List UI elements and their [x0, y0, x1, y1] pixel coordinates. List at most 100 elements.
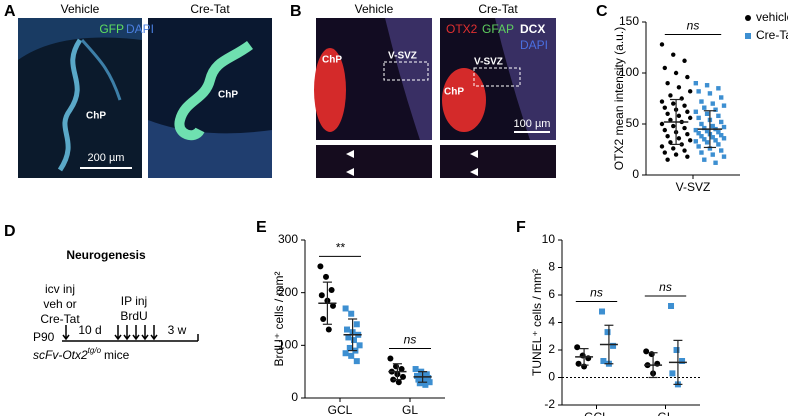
data-point — [662, 65, 667, 71]
data-point — [719, 148, 724, 153]
data-point — [685, 109, 690, 114]
data-point — [414, 372, 420, 379]
micrograph — [18, 18, 272, 178]
data-point — [610, 342, 617, 349]
step-label: veh or — [43, 297, 76, 311]
data-point — [330, 302, 336, 309]
data-point — [668, 93, 673, 98]
data-point — [676, 113, 682, 119]
data-point — [415, 376, 422, 383]
data-point — [426, 379, 433, 386]
significance-label: ns — [659, 280, 672, 294]
panel-letter: E — [256, 219, 267, 236]
data-point — [716, 142, 721, 147]
data-point — [699, 150, 704, 155]
data-point — [325, 326, 332, 333]
data-point — [395, 379, 402, 386]
data-point — [713, 138, 718, 143]
x-tick-label: GCL — [584, 410, 609, 416]
data-point — [716, 129, 721, 135]
data-point — [687, 115, 693, 121]
data-point — [671, 123, 676, 129]
panel-letter: B — [290, 3, 302, 20]
mouse-line: scFv-Otx2tg/o mice — [33, 346, 130, 362]
data-point — [353, 321, 360, 328]
data-point — [659, 42, 665, 47]
data-point — [719, 95, 724, 100]
timeline-label: 10 d — [78, 323, 101, 337]
image-label: ChP — [86, 111, 106, 122]
step-label: Cre-Tat — [40, 312, 80, 326]
data-point — [421, 378, 427, 385]
data-point — [682, 125, 687, 131]
image-title: Cre-Tat — [190, 2, 230, 16]
data-point — [320, 316, 327, 322]
data-point — [707, 146, 713, 151]
data-point — [346, 344, 353, 351]
x-tick-label: GL — [402, 403, 418, 416]
data-point — [702, 157, 707, 162]
image-label: ChP — [444, 87, 464, 98]
data-point — [412, 366, 419, 373]
data-point — [423, 371, 430, 378]
data-point — [323, 273, 329, 280]
data-point — [318, 292, 325, 299]
panel-letter: F — [516, 219, 526, 236]
data-point — [659, 144, 665, 149]
data-point — [719, 133, 724, 138]
data-point — [713, 107, 718, 112]
data-point — [699, 134, 704, 139]
data-point — [673, 152, 679, 157]
data-point — [425, 374, 432, 381]
y-tick-label: 100 — [619, 65, 639, 79]
data-point — [710, 152, 715, 157]
data-point — [693, 81, 699, 86]
significance-label: ns — [590, 286, 603, 300]
data-point — [317, 263, 324, 270]
data-point — [696, 130, 701, 136]
data-point — [696, 144, 701, 149]
data-point — [648, 351, 655, 358]
data-point — [713, 160, 718, 165]
data-point — [353, 358, 360, 365]
data-point — [671, 146, 676, 151]
legend-marker — [745, 15, 751, 21]
mouse-word: mice — [104, 348, 130, 362]
data-point — [687, 138, 693, 143]
data-point — [702, 137, 707, 142]
data-point — [662, 105, 667, 110]
data-point — [669, 370, 676, 377]
data-point — [665, 157, 670, 162]
data-point — [699, 99, 704, 104]
data-point — [702, 125, 707, 131]
data-point — [604, 329, 611, 336]
data-point — [665, 81, 670, 86]
data-point — [348, 352, 355, 359]
panel-letter: A — [4, 3, 16, 20]
data-point — [387, 355, 394, 362]
data-point — [676, 136, 682, 141]
data-point — [574, 344, 581, 351]
data-point — [643, 348, 650, 355]
significance-label: ns — [687, 19, 700, 33]
data-point — [685, 132, 690, 137]
legend-marker — [745, 33, 751, 39]
data-point — [710, 135, 715, 140]
step-label: BrdU — [120, 309, 147, 323]
data-point — [668, 140, 673, 145]
data-point — [702, 105, 707, 110]
scale-bar-label: 200 µm — [88, 152, 125, 164]
y-tick-label: 2 — [548, 342, 555, 356]
channel-label: GFAP — [482, 22, 514, 36]
data-point — [351, 337, 357, 344]
y-axis-label: BrdU⁺ cells / mm² — [272, 271, 286, 366]
y-tick-label: 8 — [548, 260, 555, 274]
data-point — [673, 70, 679, 76]
data-point — [400, 373, 406, 380]
y-tick-label: 150 — [619, 14, 639, 28]
data-point — [344, 326, 350, 333]
y-axis-label: OTX2 mean intensity (a.u.) — [612, 27, 626, 170]
data-point — [693, 139, 699, 144]
y-tick-label: 200 — [278, 285, 298, 299]
data-point — [704, 83, 710, 88]
